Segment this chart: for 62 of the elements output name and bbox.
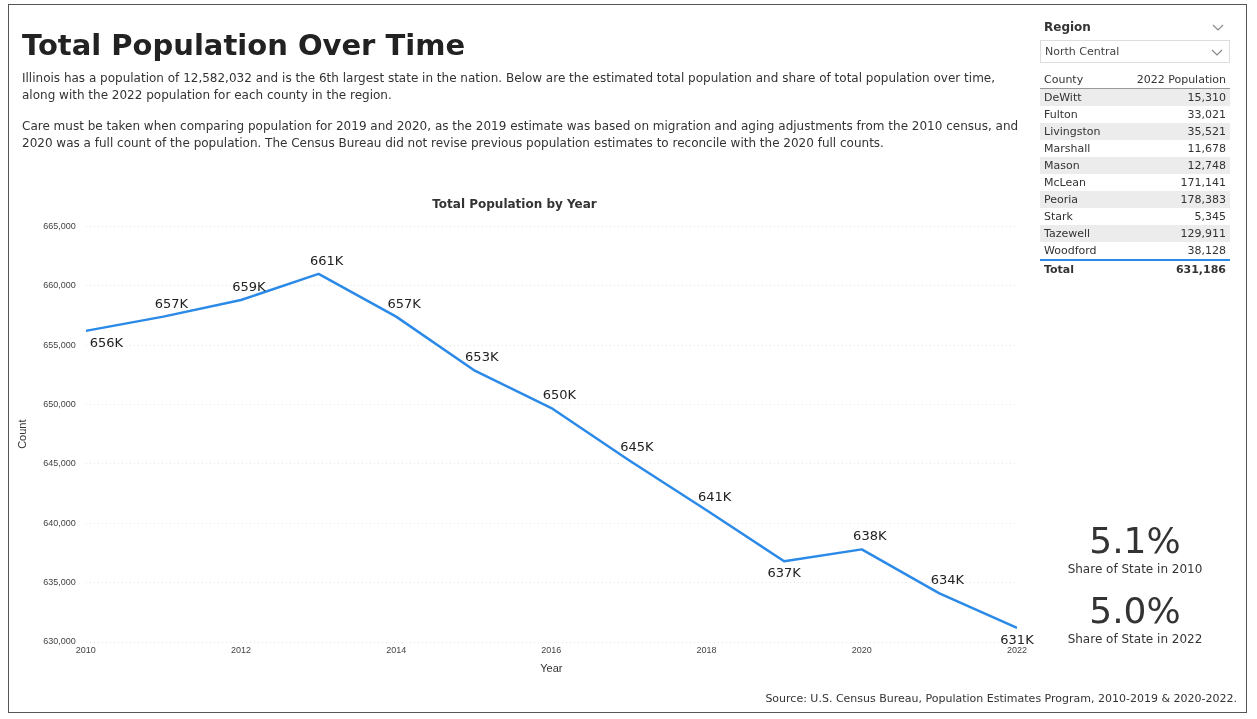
y-tick-label: 635,000 bbox=[43, 577, 76, 588]
data-label: 656K bbox=[89, 334, 124, 350]
x-tick-label: 2012 bbox=[230, 644, 251, 655]
x-tick-label: 2022 bbox=[1006, 644, 1028, 655]
text: 11,678 bbox=[1187, 142, 1226, 155]
text: 2022 Population bbox=[1135, 72, 1227, 88]
category-label: Livingston bbox=[1043, 124, 1102, 140]
y-tick-label: 660,000 bbox=[43, 280, 76, 291]
category-label: Fulton bbox=[1043, 107, 1079, 123]
y-tick-label: 665,000 bbox=[43, 220, 76, 231]
row-stripe: Peoria 178,383 bbox=[1040, 191, 1230, 208]
data-label: 638K bbox=[853, 528, 887, 544]
x-tick-label: 2018 bbox=[696, 644, 717, 655]
y-tick-label: 655,000 bbox=[43, 339, 76, 350]
text: 5.0% bbox=[1088, 590, 1182, 632]
data-label: 650K bbox=[542, 386, 577, 402]
data-label: 634K bbox=[930, 572, 965, 588]
text: County bbox=[1043, 72, 1085, 88]
text: 33,021 bbox=[1187, 108, 1226, 121]
x-tick-label: 2014 bbox=[386, 644, 407, 655]
data-label: 645K bbox=[620, 439, 655, 455]
data-label: 657K bbox=[387, 295, 422, 311]
text: Illinois has a population of 12,582,032 and is the 6th largest state in the nation. Below are the estimated total population and share of total population over time, along with the 2022 population for each county in the region. bbox=[22, 70, 997, 104]
y-tick-label: 645,000 bbox=[43, 458, 76, 469]
text: 171,141 bbox=[1180, 176, 1226, 189]
data-label: 631K bbox=[1000, 631, 1035, 647]
category-label: Tazewell bbox=[1043, 226, 1092, 242]
text: 5.1% bbox=[1088, 520, 1182, 562]
data-label: 659K bbox=[232, 278, 267, 294]
category-label: Peoria bbox=[1043, 192, 1080, 208]
text: 5,345 bbox=[1194, 210, 1226, 223]
category-label: McLean bbox=[1043, 175, 1087, 191]
category-label: Mason bbox=[1043, 158, 1081, 174]
data-label: 641K bbox=[697, 489, 732, 505]
text: Total Population Over Time bbox=[22, 28, 467, 62]
chart-title: Total Population by Year bbox=[432, 197, 597, 212]
data-label: 637K bbox=[767, 565, 802, 581]
y-axis-title: Count bbox=[15, 419, 28, 449]
y-tick-label: 650,000 bbox=[43, 399, 76, 409]
y-tick-label: 630,000 bbox=[43, 636, 76, 647]
text: North Central bbox=[1040, 40, 1230, 63]
text: 631,186 bbox=[1174, 262, 1227, 278]
data-label: 657K bbox=[154, 295, 189, 311]
text: Care must be taken when comparing population for 2019 and 2020, as the 2019 estimate was based on migration and aging adjustments from the 2010 census, and 2020 was a full count of the population. The Census Bureau did not revise previous population estimates to reconcile with the 2020 full counts. bbox=[22, 118, 1020, 152]
x-tick-label: 2010 bbox=[75, 644, 96, 655]
category-label: Marshall bbox=[1043, 141, 1092, 157]
text: Region bbox=[1043, 19, 1092, 36]
x-axis-title: Year bbox=[540, 662, 563, 675]
data-label: 653K bbox=[465, 348, 499, 364]
text: Share of State in 2010 bbox=[1066, 562, 1204, 576]
source-note: Source: U.S. Census Bureau, Population Estimates Program, 2010-2019 & 2020-2022. bbox=[765, 692, 1237, 705]
x-tick-label: 2020 bbox=[851, 644, 872, 655]
text: 38,128 bbox=[1187, 244, 1226, 257]
text: Share of State in 2022 bbox=[1066, 632, 1204, 646]
y-tick-label: 640,000 bbox=[43, 517, 76, 528]
category-label: Woodford bbox=[1043, 243, 1098, 259]
x-tick-label: 2016 bbox=[541, 644, 562, 655]
category-label: Stark bbox=[1043, 209, 1074, 225]
row-stripe: Tazewell 129,911 bbox=[1040, 225, 1230, 242]
category-label: DeWitt bbox=[1043, 90, 1083, 106]
text: Total bbox=[1043, 262, 1076, 278]
data-label: 661K bbox=[309, 252, 344, 268]
